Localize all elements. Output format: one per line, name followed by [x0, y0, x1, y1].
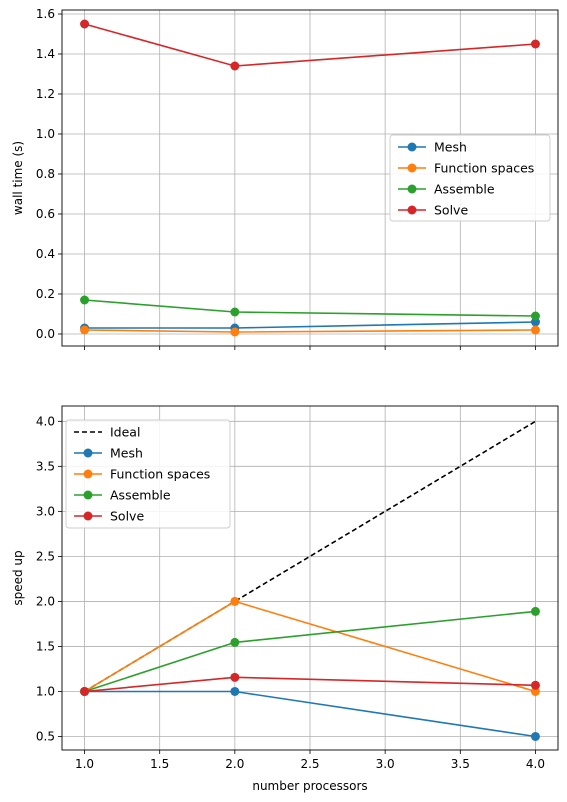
legend-box — [389, 134, 551, 222]
y-tick-label: 0.0 — [36, 327, 55, 341]
x-tick-label: 3.5 — [451, 757, 470, 771]
data-point — [530, 680, 540, 690]
data-point — [530, 311, 540, 321]
chart-panel-1: 0.0 0.2 0.4 0.6 0.8 1.0 1.2 1.4 1.6 wall time (s)… — [11, 7, 559, 350]
legend-label: Ideal — [110, 425, 140, 440]
y-tick-label: 0.6 — [36, 207, 55, 221]
legend-label: Mesh — [110, 446, 143, 461]
chart-panel-2: 1.0 1.5 2.0 2.5 3.0 3.5 4.0 0.5 1.0 1.5 2.0 2.5 3.0 3… — [11, 405, 559, 793]
y-tick-label: 0.4 — [36, 247, 55, 261]
data-point — [230, 307, 240, 317]
y-tick-label: 1.6 — [36, 7, 55, 21]
y-tick-label: 1.0 — [36, 127, 55, 141]
x-tick-label: 1.5 — [150, 757, 169, 771]
y-axis-label: speed up — [11, 550, 25, 605]
x-axis-label: number processors — [252, 779, 367, 793]
y-tick-label: 1.5 — [36, 639, 55, 653]
data-point — [230, 596, 240, 606]
legend-swatch-marker — [407, 142, 417, 152]
legend-label: Assemble — [434, 182, 495, 197]
y-tick-label: 1.2 — [36, 87, 55, 101]
y-tick-label: 0.8 — [36, 167, 55, 181]
plot-frame — [61, 9, 559, 347]
legend-swatch-marker — [83, 469, 93, 479]
data-point — [80, 325, 90, 335]
legend-swatch-marker — [407, 163, 417, 173]
x-tick-label: 2.5 — [300, 757, 319, 771]
data-point — [230, 637, 240, 647]
legend-box — [65, 419, 231, 529]
data-point — [530, 686, 540, 696]
legend-swatch-marker — [83, 490, 93, 500]
data-point — [80, 686, 90, 696]
legend-swatch-marker — [83, 511, 93, 521]
legend-label: Function spaces — [434, 161, 534, 176]
y-axis-label: wall time (s) — [11, 141, 25, 215]
legend-label: Mesh — [434, 140, 467, 155]
data-point — [230, 327, 240, 337]
legend-swatch-marker — [407, 184, 417, 194]
x-tick-label: 1.0 — [75, 757, 94, 771]
legend-swatch-marker — [407, 205, 417, 215]
data-point — [530, 606, 540, 616]
legend: Ideal Mesh Function spaces Assemble Solve — [65, 419, 231, 529]
y-tick-label: 1.4 — [36, 47, 55, 61]
legend-label: Solve — [110, 509, 144, 524]
legend-label: Function spaces — [110, 467, 210, 482]
y-tick-label: 2.0 — [36, 594, 55, 608]
data-point — [230, 686, 240, 696]
y-tick-label: 1.0 — [36, 684, 55, 698]
x-tick-label: 2.0 — [225, 757, 244, 771]
y-tick-label: 0.2 — [36, 287, 55, 301]
data-point — [230, 672, 240, 682]
x-tick-label: 4.0 — [526, 757, 545, 771]
data-point — [530, 731, 540, 741]
y-tick-label: 2.5 — [36, 549, 55, 563]
legend: Mesh Function spaces Assemble Solve — [389, 134, 551, 222]
y-tick-label: 4.0 — [36, 414, 55, 428]
data-point — [80, 19, 90, 29]
data-point — [80, 295, 90, 305]
legend-label: Solve — [434, 203, 468, 218]
y-tick-label: 3.5 — [36, 459, 55, 473]
data-point — [530, 325, 540, 335]
y-tick-label: 3.0 — [36, 504, 55, 518]
data-point — [530, 39, 540, 49]
x-tick-label: 3.0 — [376, 757, 395, 771]
plot-frame — [61, 405, 559, 751]
y-tick-label: 0.5 — [36, 729, 55, 743]
legend-label: Assemble — [110, 488, 171, 503]
data-point — [230, 61, 240, 71]
legend-swatch-marker — [83, 448, 93, 458]
